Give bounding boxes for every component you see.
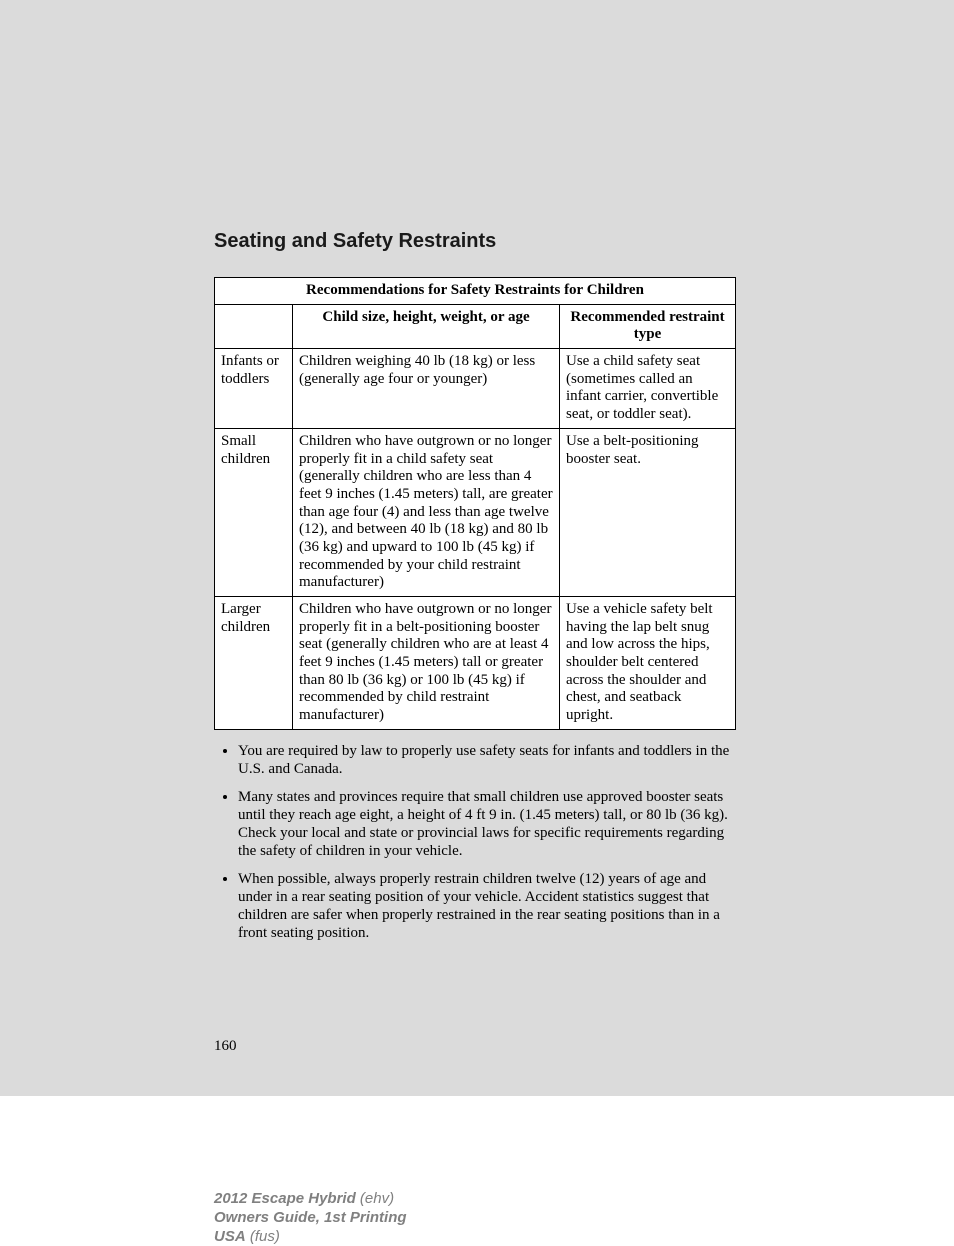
- cell-category: Small children: [215, 428, 293, 596]
- list-item: You are required by law to properly use …: [238, 742, 736, 778]
- table-row: Infants or toddlers Children weighing 40…: [215, 349, 736, 429]
- cell-desc: Children weighing 40 lb (18 kg) or less …: [293, 349, 560, 429]
- cell-desc: Children who have outgrown or no longer …: [293, 428, 560, 596]
- table-row: Small children Children who have outgrow…: [215, 428, 736, 596]
- footer-line-3: USA (fus): [214, 1228, 407, 1246]
- cell-rec: Use a child safety seat (sometimes calle…: [560, 349, 736, 429]
- footer-region-rest: (fus): [246, 1228, 280, 1245]
- list-item: Many states and provinces require that s…: [238, 788, 736, 860]
- bullet-list: You are required by law to properly use …: [214, 742, 736, 942]
- cell-category: Larger children: [215, 597, 293, 730]
- table-title: Recommendations for Safety Restraints fo…: [215, 278, 736, 305]
- cell-rec: Use a vehicle safety belt having the lap…: [560, 597, 736, 730]
- footer-model-bold: 2012 Escape Hybrid: [214, 1190, 356, 1207]
- table-header-category: [215, 304, 293, 348]
- page-content: Seating and Safety Restraints Recommenda…: [214, 230, 736, 952]
- footer-region-bold: USA: [214, 1228, 246, 1245]
- cell-rec: Use a belt-positioning booster seat.: [560, 428, 736, 596]
- cell-category: Infants or toddlers: [215, 349, 293, 429]
- section-title: Seating and Safety Restraints: [214, 230, 736, 253]
- cell-desc: Children who have outgrown or no longer …: [293, 597, 560, 730]
- footer-line-2: Owners Guide, 1st Printing: [214, 1209, 407, 1228]
- footer-line-1: 2012 Escape Hybrid (ehv): [214, 1190, 407, 1209]
- table-header-desc: Child size, height, weight, or age: [293, 304, 560, 348]
- safety-restraints-table: Recommendations for Safety Restraints fo…: [214, 277, 736, 730]
- list-item: When possible, always properly restrain …: [238, 870, 736, 942]
- table-row: Larger children Children who have outgro…: [215, 597, 736, 730]
- table-header-rec: Recommended restraint type: [560, 304, 736, 348]
- footer: 2012 Escape Hybrid (ehv) Owners Guide, 1…: [214, 1190, 407, 1246]
- footer-model-rest: (ehv): [356, 1190, 394, 1207]
- page-number: 160: [214, 1038, 237, 1055]
